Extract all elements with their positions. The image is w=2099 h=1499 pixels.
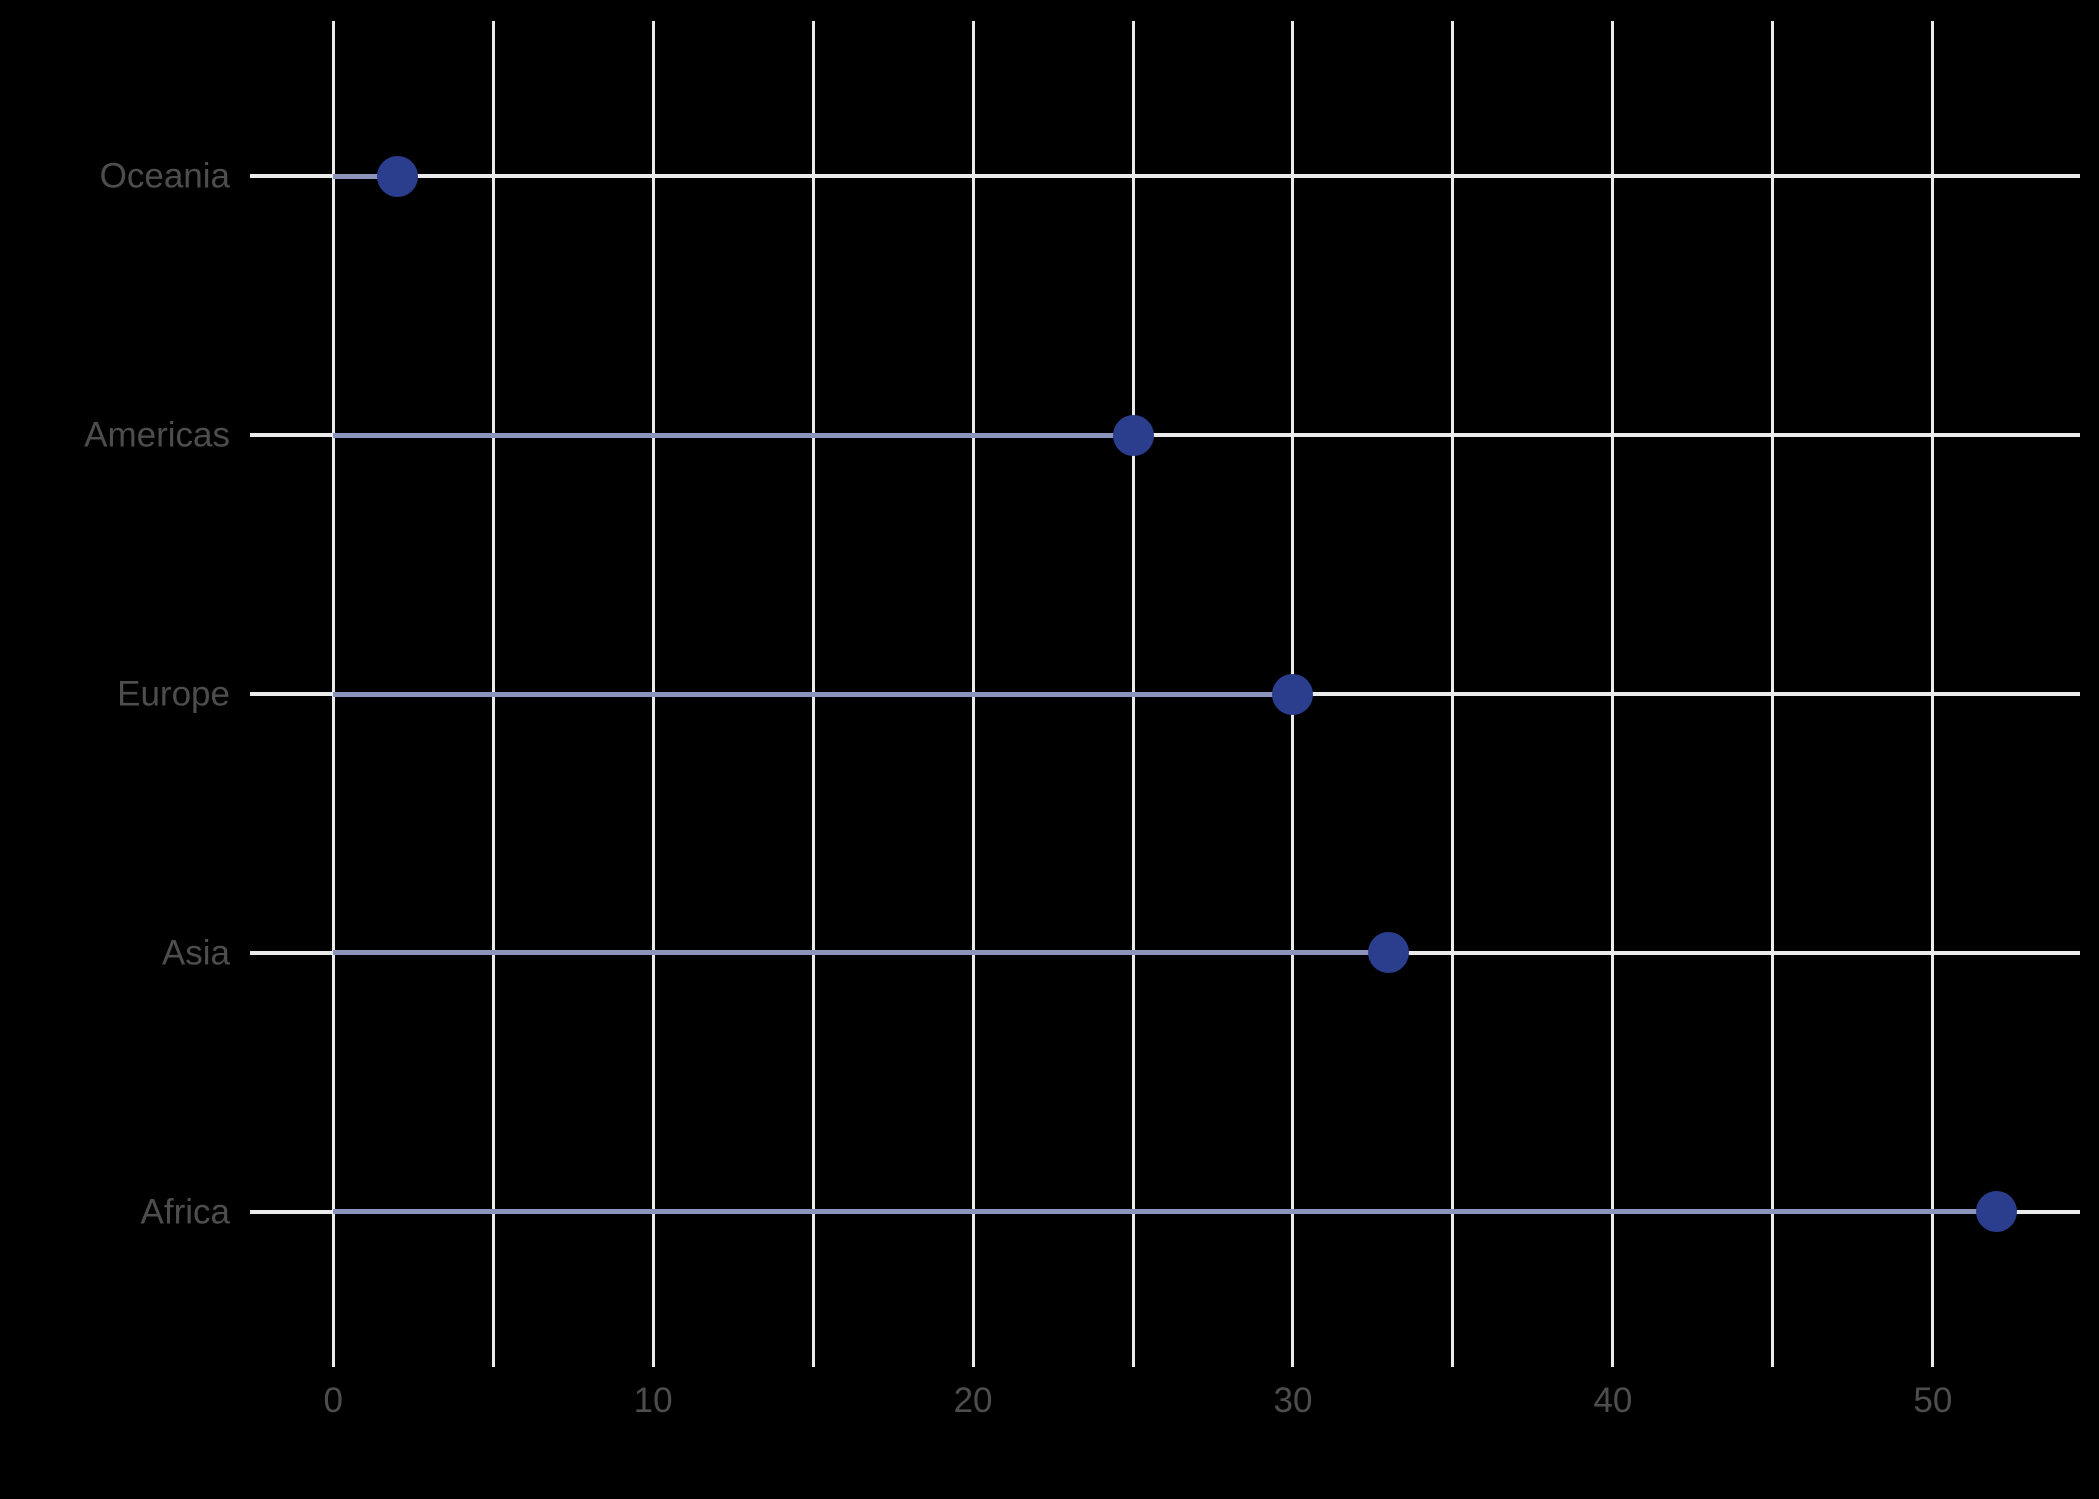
data-point-dot-africa bbox=[1976, 1191, 2018, 1233]
y-axis-label-europe: Europe bbox=[117, 674, 230, 714]
h-gridline bbox=[250, 174, 2080, 179]
x-axis-tick-label: 10 bbox=[633, 1381, 673, 1420]
data-point-dot-oceania bbox=[376, 155, 418, 197]
lollipop-stem-americas bbox=[333, 432, 1133, 438]
h-gridline bbox=[250, 433, 2080, 438]
y-axis-label-asia: Asia bbox=[161, 933, 230, 973]
x-axis-tick-label: 30 bbox=[1273, 1381, 1313, 1420]
lollipop-stem-oceania bbox=[333, 173, 398, 179]
data-point-dot-europe bbox=[1272, 673, 1314, 715]
y-axis-label-oceania: Oceania bbox=[99, 156, 230, 196]
data-point-dot-americas bbox=[1112, 414, 1154, 456]
lollipop-stem-asia bbox=[333, 950, 1389, 956]
data-point-dot-asia bbox=[1368, 932, 1410, 974]
y-axis-label-africa: Africa bbox=[140, 1192, 230, 1232]
lollipop-stem-africa bbox=[333, 1209, 1997, 1215]
lollipop-stem-europe bbox=[333, 691, 1293, 697]
y-axis-label-americas: Americas bbox=[84, 415, 230, 455]
x-axis-tick-label: 0 bbox=[323, 1381, 343, 1420]
x-axis-tick-label: 40 bbox=[1593, 1381, 1633, 1420]
x-axis-tick-label: 20 bbox=[953, 1381, 993, 1420]
x-axis-tick-label: 50 bbox=[1913, 1381, 1953, 1420]
